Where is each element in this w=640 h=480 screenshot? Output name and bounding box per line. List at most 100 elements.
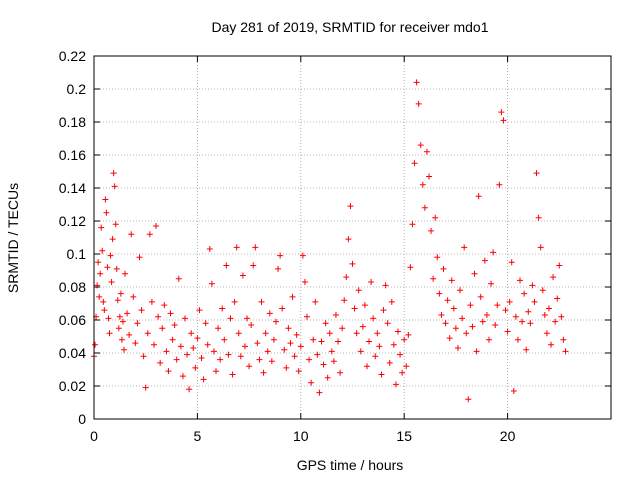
data-point — [550, 274, 557, 281]
data-point — [200, 376, 207, 383]
data-point — [150, 341, 157, 348]
data-point — [533, 170, 540, 177]
data-point — [366, 338, 373, 345]
y-tick-label: 0.2 — [67, 81, 87, 97]
data-point — [405, 331, 412, 338]
data-point — [206, 246, 213, 253]
data-point — [277, 252, 284, 259]
data-point — [235, 330, 242, 337]
data-point — [118, 336, 125, 343]
data-point — [535, 214, 542, 221]
data-point — [103, 209, 110, 216]
data-point — [202, 320, 209, 327]
data-point — [192, 364, 199, 371]
data-point — [481, 257, 488, 264]
data-point — [198, 354, 205, 361]
data-point — [312, 298, 319, 305]
data-point — [231, 298, 238, 305]
data-point — [124, 310, 131, 317]
data-point — [488, 280, 495, 287]
data-point — [411, 160, 418, 167]
data-point — [440, 265, 447, 272]
data-point — [384, 320, 391, 327]
data-point — [283, 364, 290, 371]
data-point — [514, 336, 521, 343]
data-point — [285, 325, 292, 332]
data-point — [314, 351, 321, 358]
data-point — [101, 307, 108, 314]
data-point — [293, 331, 300, 338]
data-point — [96, 293, 103, 300]
data-point — [328, 348, 335, 355]
data-point — [332, 312, 339, 319]
data-point — [291, 353, 298, 360]
y-tick-label: 0.12 — [59, 213, 86, 229]
data-point — [345, 236, 352, 243]
data-point — [99, 247, 106, 254]
data-point — [469, 323, 476, 330]
data-point — [181, 315, 188, 322]
data-point — [301, 279, 308, 286]
data-point — [392, 381, 399, 388]
data-point — [413, 79, 420, 86]
data-point — [179, 373, 186, 380]
x-tick-label: 0 — [90, 428, 98, 444]
x-axis-label: GPS time / hours — [297, 457, 404, 473]
y-tick-label: 0 — [78, 411, 86, 427]
data-point — [537, 244, 544, 251]
data-point — [171, 321, 178, 328]
data-point — [401, 336, 408, 343]
data-point — [159, 325, 166, 332]
data-point — [144, 330, 151, 337]
data-point — [217, 356, 224, 363]
data-point — [213, 368, 220, 375]
data-point — [339, 325, 346, 332]
y-tick-label: 0.06 — [59, 312, 86, 328]
data-point — [341, 297, 348, 304]
data-point — [539, 287, 546, 294]
data-point — [258, 298, 265, 305]
data-point — [467, 302, 474, 309]
data-point — [548, 341, 555, 348]
data-point — [461, 244, 468, 251]
data-point — [454, 345, 461, 352]
data-point — [281, 346, 288, 353]
data-point — [438, 312, 445, 319]
data-point — [266, 310, 273, 317]
data-point — [368, 279, 375, 286]
data-point — [386, 359, 393, 366]
data-point — [98, 224, 105, 231]
y-axis-label: SRMTID / TECUs — [5, 183, 21, 293]
data-point — [525, 308, 532, 315]
data-point — [117, 290, 124, 297]
data-point — [95, 259, 102, 266]
data-point — [477, 293, 484, 300]
data-point — [512, 313, 519, 320]
data-point — [506, 298, 513, 305]
data-point — [223, 262, 230, 269]
data-point — [502, 307, 509, 314]
data-point — [483, 312, 490, 319]
data-point — [527, 320, 534, 327]
data-point — [423, 148, 430, 155]
data-point — [155, 313, 162, 320]
axis-ticks — [93, 55, 611, 420]
data-point — [490, 249, 497, 256]
data-point — [403, 363, 410, 370]
x-tick-label: 5 — [194, 428, 202, 444]
data-point — [114, 297, 121, 304]
y-tick-label: 0.08 — [59, 279, 86, 295]
data-point — [556, 262, 563, 269]
data-point — [372, 353, 379, 360]
data-point — [299, 252, 306, 259]
data-point — [219, 305, 226, 312]
data-point — [148, 298, 155, 305]
data-point — [208, 280, 215, 287]
y-tick-label: 0.22 — [59, 48, 86, 64]
data-point — [500, 117, 507, 124]
x-tick-label: 15 — [396, 428, 412, 444]
data-point — [262, 330, 269, 337]
data-point — [175, 275, 182, 282]
data-point — [353, 330, 360, 337]
